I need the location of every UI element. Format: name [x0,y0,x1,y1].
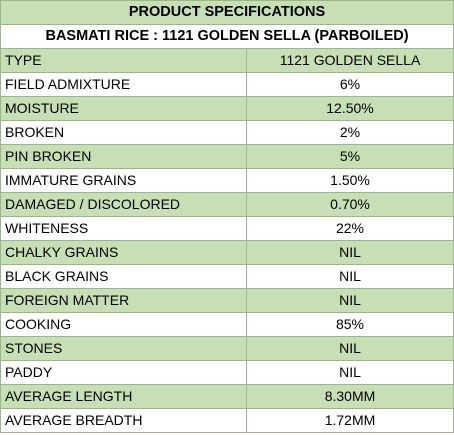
spec-value: 1.50% [245,168,454,193]
subtitle-row: BASMATI RICE : 1121 GOLDEN SELLA (PARBOI… [0,24,454,49]
spec-row: BLACK GRAINS NIL [0,264,454,289]
spec-parameter: PADDY [0,360,247,385]
table-title: PRODUCT SPECIFICATIONS [0,0,454,25]
spec-parameter: BROKEN [0,120,247,145]
spec-parameter: TYPE [0,48,247,73]
spec-value: 0.70% [245,192,454,217]
spec-value: NIL [245,360,454,385]
spec-row: DAMAGED / DISCOLORED 0.70% [0,192,454,217]
spec-value: NIL [245,264,454,289]
spec-parameter: AVERAGE LENGTH [0,384,247,409]
spec-value: NIL [245,288,454,313]
spec-value: 5% [245,144,454,169]
spec-parameter: MOISTURE [0,96,247,121]
spec-row: TYPE 1121 GOLDEN SELLA [0,48,454,73]
spec-parameter: COOKING [0,312,247,337]
spec-value: 2% [245,120,454,145]
spec-value: 1121 GOLDEN SELLA [245,48,454,73]
spec-parameter: IMMATURE GRAINS [0,168,247,193]
spec-value: NIL [245,336,454,361]
spec-row: AVERAGE LENGTH 8.30MM [0,384,454,409]
title-row: PRODUCT SPECIFICATIONS [0,0,454,25]
spec-value: 8.30MM [245,384,454,409]
spec-row: FIELD ADMIXTURE 6% [0,72,454,97]
spec-parameter: DAMAGED / DISCOLORED [0,192,247,217]
spec-row: FOREIGN MATTER NIL [0,288,454,313]
spec-row: CHALKY GRAINS NIL [0,240,454,265]
table-subtitle: BASMATI RICE : 1121 GOLDEN SELLA (PARBOI… [0,24,454,49]
spec-value: 12.50% [245,96,454,121]
spec-value: 85% [245,312,454,337]
spec-value: 22% [245,216,454,241]
spec-value: NIL [245,240,454,265]
spec-row: BROKEN 2% [0,120,454,145]
spec-parameter: BLACK GRAINS [0,264,247,289]
spec-row: COOKING 85% [0,312,454,337]
spec-parameter: PIN BROKEN [0,144,247,169]
spec-row: IMMATURE GRAINS 1.50% [0,168,454,193]
spec-parameter: AVERAGE BREADTH [0,408,247,433]
spec-row: WHITENESS 22% [0,216,454,241]
spec-parameter: WHITENESS [0,216,247,241]
spec-row: PADDY NIL [0,360,454,385]
spec-row: PIN BROKEN 5% [0,144,454,169]
spec-parameter: FOREIGN MATTER [0,288,247,313]
spec-parameter: STONES [0,336,247,361]
spec-value: 6% [245,72,454,97]
spec-row: STONES NIL [0,336,454,361]
spec-parameter: FIELD ADMIXTURE [0,72,247,97]
spec-parameter: CHALKY GRAINS [0,240,247,265]
spec-row: MOISTURE 12.50% [0,96,454,121]
spec-value: 1.72MM [245,408,454,433]
spec-row: AVERAGE BREADTH 1.72MM [0,408,454,433]
